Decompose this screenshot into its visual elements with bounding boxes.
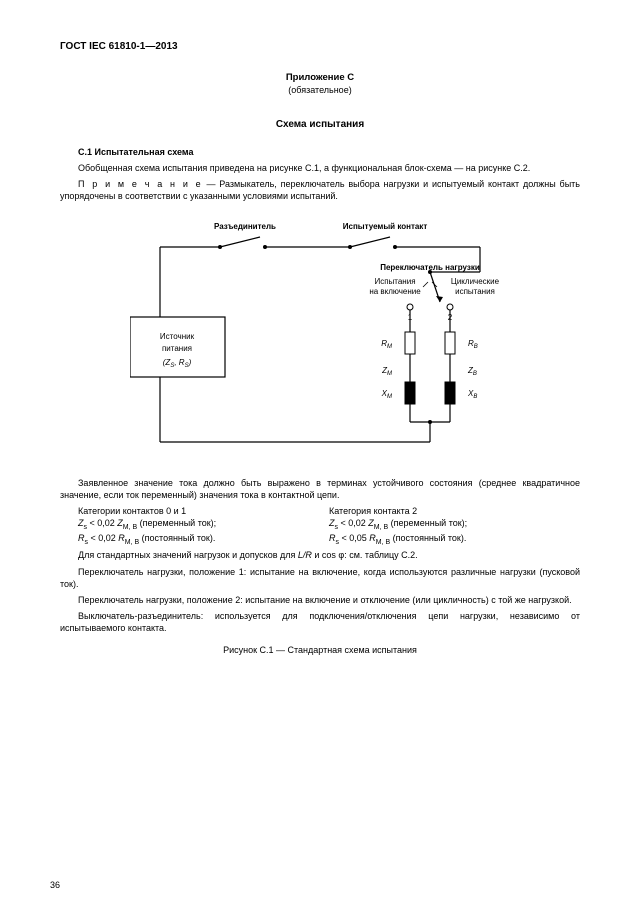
cat2-z: Zs < 0,02 ZM, B (переменный ток);	[329, 517, 580, 532]
lbl-disconnector: Разъединитель	[214, 222, 276, 231]
src-l2: питания	[162, 344, 192, 353]
lbl-cyclic2: испытания	[455, 287, 495, 296]
cat2-r: Rs < 0,05 RM, B (постоянный ток).	[329, 532, 580, 547]
cat-head-2: Категория контакта 2	[329, 505, 580, 517]
svg-text:ZB: ZB	[467, 366, 477, 377]
lbl-cyclic1: Циклические	[451, 277, 500, 286]
lbl-ontest2: на включение	[369, 287, 421, 296]
lbl-ontest1: Испытания	[374, 277, 415, 286]
svg-text:ZM: ZM	[381, 366, 392, 377]
circuit-diagram: Разъединитель Испытуемый контакт Переклю…	[130, 217, 510, 467]
p-disc: Выключатель-разъединитель: используется …	[60, 610, 580, 634]
p-pos1: Переключатель нагрузки, положение 1: исп…	[60, 566, 580, 590]
p-std: Для стандартных значений нагрузок и допу…	[60, 549, 580, 561]
lbl-testcontact: Испытуемый контакт	[343, 222, 428, 231]
figure-caption: Рисунок С.1 — Стандартная схема испытани…	[60, 644, 580, 656]
c1-heading: С.1 Испытательная схема	[60, 146, 580, 158]
c1-note: П р и м е ч а н и е — Размыкатель, перек…	[60, 178, 580, 202]
c1-p1: Обобщенная схема испытания приведена на …	[60, 162, 580, 174]
src-l1: Источник	[160, 332, 195, 341]
category-table: Категории контактов 0 и 1 Zs < 0,02 ZM, …	[78, 505, 580, 548]
svg-text:XB: XB	[467, 389, 477, 400]
note-prefix: П р и м е ч а н и е	[78, 179, 203, 189]
cat01-r: Rs < 0,02 RM, B (постоянный ток).	[78, 532, 329, 547]
svg-text:RM: RM	[381, 339, 392, 350]
svg-text:XM: XM	[381, 389, 392, 400]
section-title: Схема испытания	[60, 118, 580, 132]
appendix-sub: (обязательное)	[60, 84, 580, 96]
cat-head-01: Категории контактов 0 и 1	[78, 505, 329, 517]
appendix-title: Приложение С	[60, 72, 580, 85]
page-number: 36	[50, 879, 60, 891]
p-declared: Заявленное значение тока должно быть выр…	[60, 477, 580, 501]
p-pos2: Переключатель нагрузки, положение 2: исп…	[60, 594, 580, 606]
svg-text:RB: RB	[468, 339, 478, 350]
appendix-block: Приложение С (обязательное)	[60, 72, 580, 97]
cat01-z: Zs < 0,02 ZM, B (переменный ток);	[78, 517, 329, 532]
doc-header: ГОСТ IEC 61810-1—2013	[60, 40, 580, 54]
